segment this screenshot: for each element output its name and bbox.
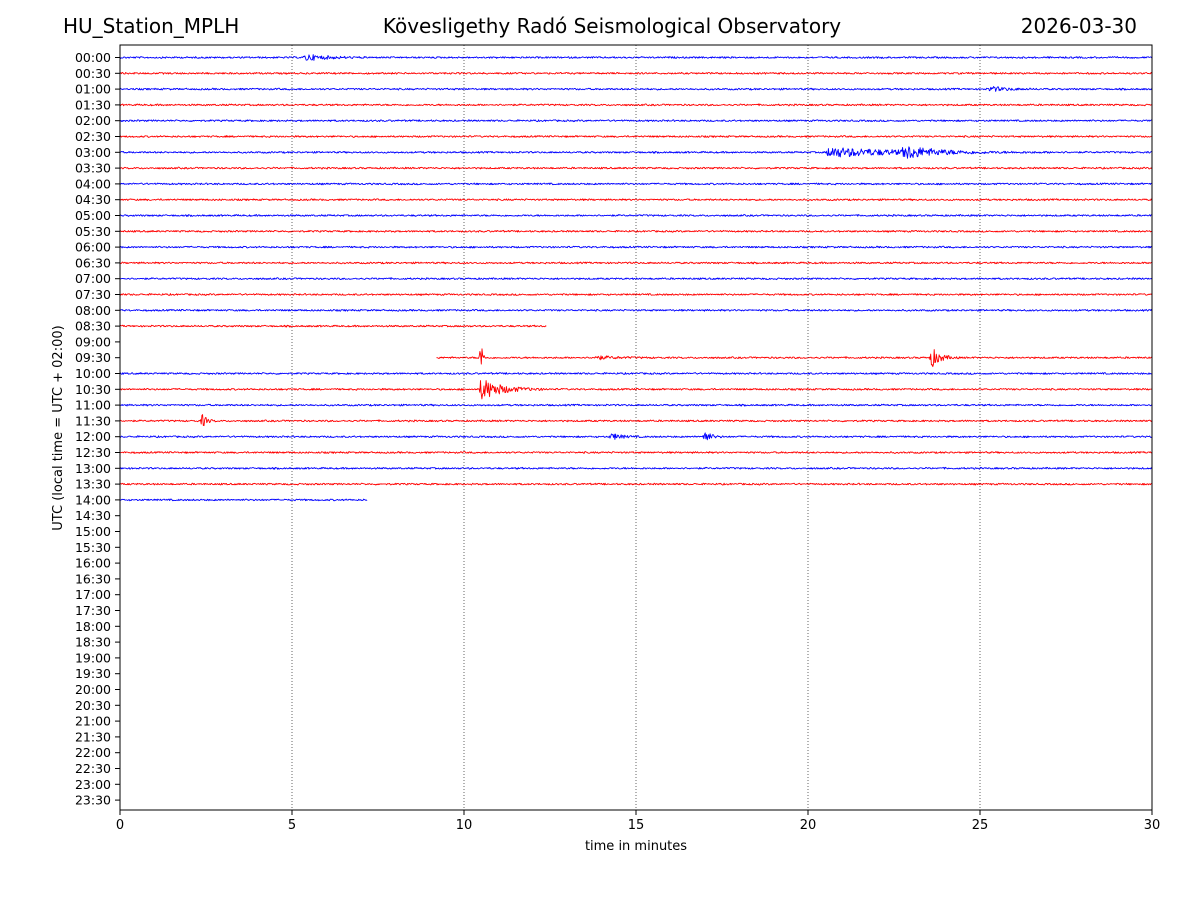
trace-1000 — [119, 372, 1152, 375]
observatory-title: Kövesligethy Radó Seismological Observat… — [382, 14, 842, 38]
trace-0500 — [119, 214, 1152, 217]
x-tick-label: 15 — [628, 818, 645, 833]
y-tick-label: 01:00 — [75, 82, 111, 97]
y-tick-label: 14:00 — [75, 492, 111, 507]
y-tick-label: 18:00 — [75, 619, 111, 634]
y-tick-label: 09:30 — [75, 350, 111, 365]
y-tick-label: 17:30 — [75, 603, 111, 618]
trace-0630 — [119, 261, 1153, 265]
y-tick-label: 07:30 — [75, 287, 111, 302]
y-tick-label: 22:30 — [75, 761, 111, 776]
y-tick-label: 11:30 — [75, 413, 111, 428]
y-tick-label: 00:30 — [75, 66, 111, 81]
y-tick-label: 10:30 — [75, 382, 111, 397]
y-tick-label: 13:30 — [75, 477, 111, 492]
y-tick-label: 15:30 — [75, 540, 111, 555]
x-tick-label: 25 — [972, 818, 989, 833]
y-tick-label: 05:00 — [75, 208, 111, 223]
trace-0930 — [436, 348, 1153, 368]
x-tick-label: 10 — [456, 818, 473, 833]
y-tick-label: 12:00 — [75, 429, 111, 444]
y-tick-label: 02:30 — [75, 129, 111, 144]
y-tick-label: 20:00 — [75, 682, 111, 697]
y-tick-label: 06:00 — [75, 240, 111, 255]
x-tick-label: 30 — [1144, 818, 1161, 833]
y-tick-label: 05:30 — [75, 224, 111, 239]
trace-1230 — [119, 451, 1153, 454]
y-tick-label: 16:00 — [75, 556, 111, 571]
y-tick-label: 04:00 — [75, 176, 111, 191]
y-tick-label: 06:30 — [75, 255, 111, 270]
trace-1330 — [119, 482, 1152, 486]
x-tick-label: 20 — [800, 818, 817, 833]
y-tick-label: 03:00 — [75, 145, 111, 160]
x-axis-ticks: 0 5 10 15 20 25 30 — [116, 810, 1160, 833]
y-tick-label: 10:00 — [75, 366, 111, 381]
y-tick-label: 22:00 — [75, 745, 111, 760]
trace-0430 — [119, 198, 1153, 202]
station-name: HU_Station_MPLH — [63, 14, 240, 38]
y-tick-label: 11:00 — [75, 398, 111, 413]
y-tick-label: 18:30 — [75, 635, 111, 650]
plot-date: 2026-03-30 — [1020, 14, 1137, 38]
y-tick-label: 03:30 — [75, 161, 111, 176]
y-axis-ticks: 00:0000:3001:0001:3002:0002:3003:0003:30… — [75, 50, 120, 808]
y-tick-label: 14:30 — [75, 508, 111, 523]
y-axis-label: UTC (local time = UTC + 02:00) — [51, 325, 66, 530]
y-tick-label: 20:30 — [75, 698, 111, 713]
y-tick-label: 04:30 — [75, 192, 111, 207]
y-tick-label: 19:00 — [75, 650, 111, 665]
trace-0830 — [119, 324, 547, 328]
trace-0230 — [119, 135, 1152, 138]
y-tick-label: 00:00 — [75, 50, 111, 65]
y-tick-label: 23:00 — [75, 777, 111, 792]
trace-0100 — [119, 86, 1153, 92]
trace-1400 — [119, 498, 368, 502]
x-tick-label: 5 — [288, 818, 296, 833]
y-tick-label: 09:00 — [75, 334, 111, 349]
seismic-traces — [119, 54, 1153, 502]
y-tick-label: 21:00 — [75, 714, 111, 729]
x-axis-label: time in minutes — [585, 839, 687, 854]
y-tick-label: 16:30 — [75, 571, 111, 586]
y-tick-label: 07:00 — [75, 271, 111, 286]
y-tick-label: 15:00 — [75, 524, 111, 539]
y-tick-label: 12:30 — [75, 445, 111, 460]
y-tick-label: 02:00 — [75, 113, 111, 128]
x-tick-label: 0 — [116, 818, 124, 833]
y-tick-label: 13:00 — [75, 461, 111, 476]
y-tick-label: 19:30 — [75, 666, 111, 681]
y-tick-label: 17:00 — [75, 587, 111, 602]
y-tick-label: 01:30 — [75, 97, 111, 112]
y-tick-label: 23:30 — [75, 793, 111, 808]
grid-lines — [291, 45, 981, 810]
y-tick-label: 08:30 — [75, 319, 111, 334]
y-tick-label: 08:00 — [75, 303, 111, 318]
y-tick-label: 21:30 — [75, 729, 111, 744]
